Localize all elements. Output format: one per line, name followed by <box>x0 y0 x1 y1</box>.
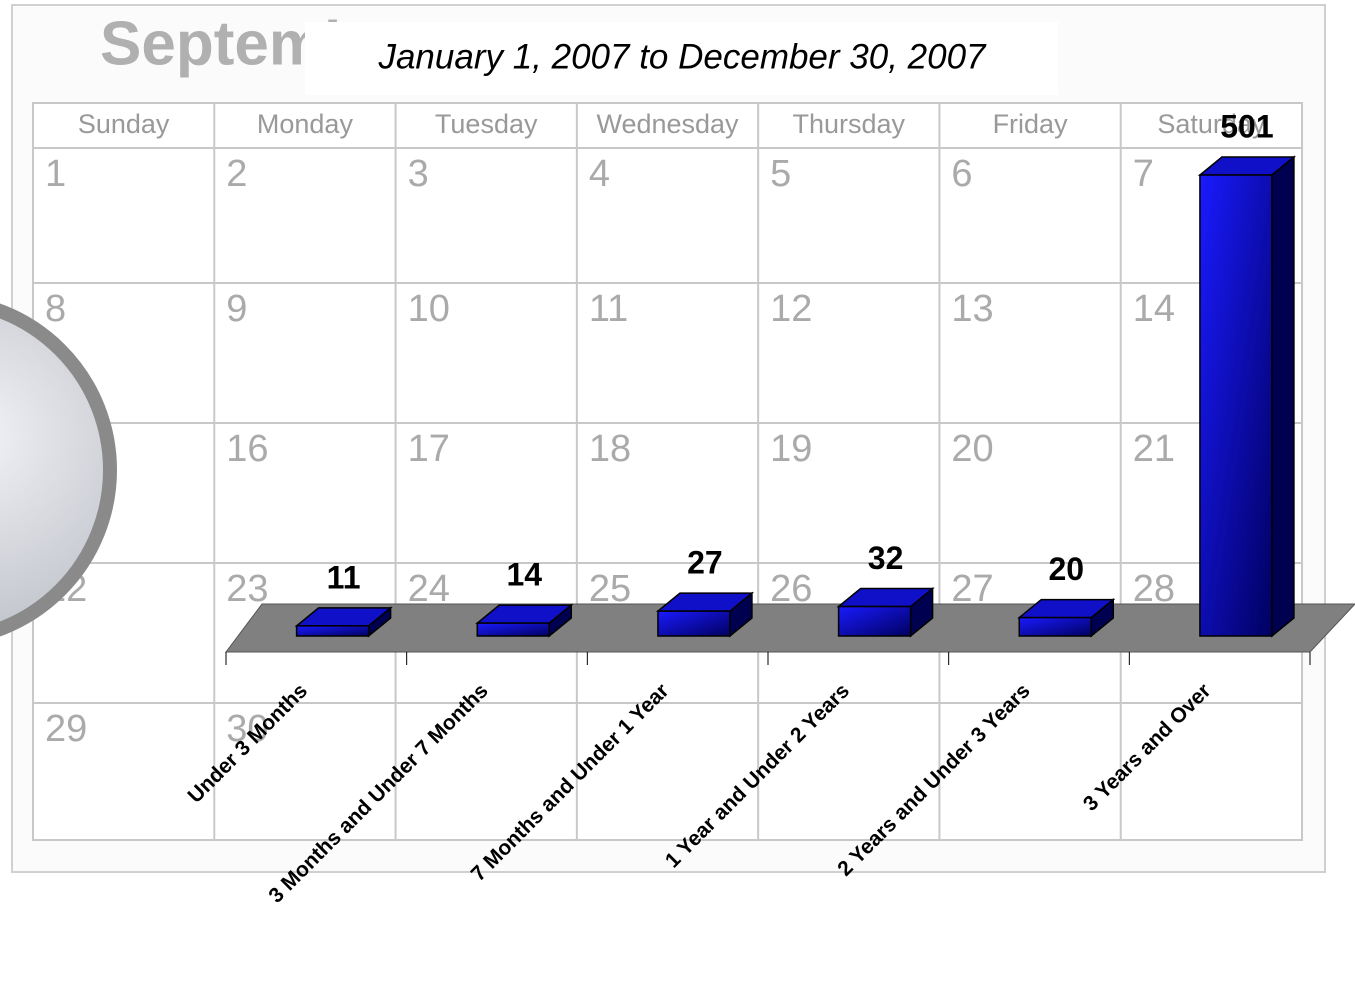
day-number: 18 <box>589 428 631 470</box>
day-number: 12 <box>770 288 812 330</box>
day-number: 11 <box>589 288 628 330</box>
day-number: 1 <box>45 153 66 195</box>
day-number: 19 <box>770 428 812 470</box>
value-label: 32 <box>868 540 904 576</box>
day-number: 20 <box>951 428 993 470</box>
chart-title: January 1, 2007 to December 30, 2007 <box>377 37 987 76</box>
bar <box>477 623 549 636</box>
weekday: Thursday <box>793 109 906 139</box>
chart: SeptemberSundayMondayTuesdayWednesdayThu… <box>0 0 1355 988</box>
weekday: Wednesday <box>596 109 739 139</box>
day-number: 16 <box>226 428 268 470</box>
day-number: 8 <box>45 288 66 330</box>
day-number: 4 <box>589 153 610 195</box>
day-number: 5 <box>770 153 791 195</box>
day-number: 2 <box>226 153 247 195</box>
bar <box>1200 175 1272 636</box>
weekday: Sunday <box>78 109 170 139</box>
day-number: 14 <box>1133 288 1175 330</box>
weekday: Tuesday <box>435 109 538 139</box>
value-label: 501 <box>1220 108 1273 144</box>
day-number: 13 <box>951 288 993 330</box>
value-label: 14 <box>506 557 542 593</box>
day-number: 7 <box>1133 153 1154 195</box>
weekday: Monday <box>257 109 354 139</box>
bar <box>658 611 730 636</box>
weekday: Friday <box>993 109 1069 139</box>
day-number: 3 <box>408 153 429 195</box>
calendar-grid <box>33 103 1302 840</box>
day-number: 17 <box>408 428 450 470</box>
day-number: 9 <box>226 288 247 330</box>
bar <box>1019 618 1091 636</box>
day-number: 10 <box>408 288 450 330</box>
day-number: 6 <box>951 153 972 195</box>
value-label: 27 <box>687 545 723 581</box>
day-number: 21 <box>1133 428 1175 470</box>
bar <box>839 607 911 636</box>
floor <box>226 604 1355 652</box>
bar <box>297 626 369 636</box>
value-label: 11 <box>327 559 361 595</box>
day-number: 29 <box>45 708 87 750</box>
bar-side <box>1272 157 1294 636</box>
value-label: 20 <box>1048 551 1084 587</box>
